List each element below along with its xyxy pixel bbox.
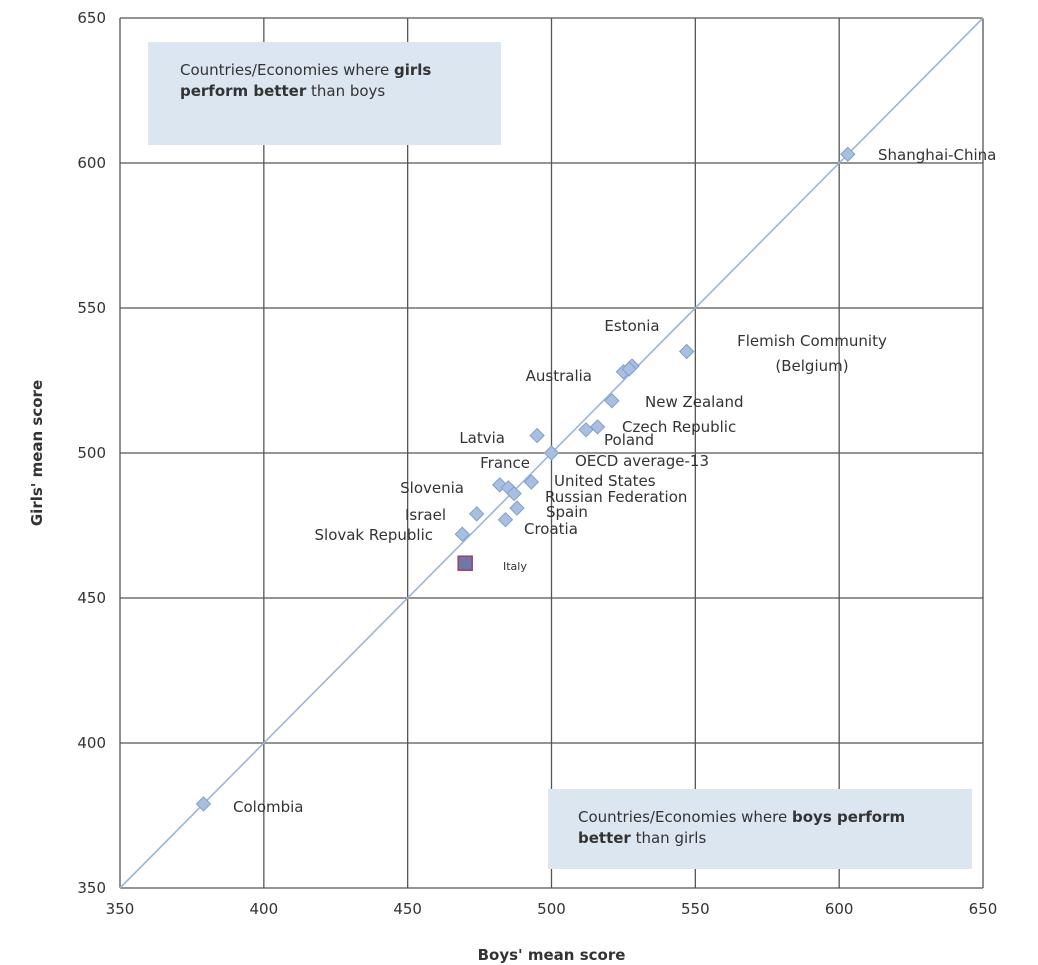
data-point bbox=[621, 361, 637, 377]
data-label: Shanghai-China bbox=[878, 146, 996, 164]
y-tick-label: 550 bbox=[77, 299, 106, 317]
data-point bbox=[523, 474, 540, 490]
x-tick-label: 400 bbox=[250, 900, 279, 918]
data-label: OECD average-13 bbox=[575, 452, 709, 470]
y-axis-ticks: 350 400 450 500 550 600 650 bbox=[77, 9, 106, 897]
data-label: Estonia bbox=[604, 317, 659, 335]
data-point bbox=[578, 422, 594, 438]
data-label: Czech Republic bbox=[622, 418, 736, 436]
boys-note-post: than girls bbox=[630, 829, 707, 847]
x-tick-label: 550 bbox=[681, 900, 710, 918]
data-point bbox=[497, 511, 514, 528]
data-point bbox=[468, 506, 485, 522]
x-tick-label: 500 bbox=[537, 900, 566, 918]
data-label: Flemish Community bbox=[737, 332, 887, 350]
data-point bbox=[543, 445, 560, 461]
data-label: New Zealand bbox=[645, 393, 744, 411]
data-label: Latvia bbox=[459, 429, 505, 447]
data-label: Croatia bbox=[524, 520, 578, 538]
boys-note-pre: Countries/Economies where bbox=[578, 808, 792, 826]
data-point bbox=[678, 343, 695, 360]
x-axis-title: Boys' mean score bbox=[478, 946, 626, 964]
boys-note-bold: boys perform better bbox=[578, 808, 906, 847]
data-label: Poland bbox=[604, 431, 654, 449]
data-label: Russian Federation bbox=[545, 488, 687, 506]
data-label: Slovak Republic bbox=[315, 526, 434, 544]
data-label: Slovenia bbox=[400, 479, 464, 497]
data-point bbox=[509, 500, 525, 516]
x-tick-label: 450 bbox=[393, 900, 422, 918]
y-tick-label: 600 bbox=[77, 154, 106, 172]
data-label: United States bbox=[554, 472, 656, 490]
x-tick-label: 650 bbox=[969, 900, 998, 918]
data-label: Colombia bbox=[233, 798, 304, 816]
data-point bbox=[529, 427, 545, 444]
data-points bbox=[195, 146, 856, 812]
x-tick-label: 350 bbox=[106, 900, 135, 918]
y-tick-label: 400 bbox=[77, 734, 106, 752]
y-tick-label: 650 bbox=[77, 9, 106, 27]
girls-better-note: Countries/Economies where girls perform … bbox=[148, 42, 501, 145]
data-label: (Belgium) bbox=[775, 357, 848, 375]
x-tick-label: 600 bbox=[825, 900, 854, 918]
data-point bbox=[840, 146, 856, 163]
boys-better-note: Countries/Economies where boys perform b… bbox=[548, 789, 972, 869]
data-label: Israel bbox=[405, 506, 446, 524]
data-label: France bbox=[480, 454, 530, 472]
data-point bbox=[589, 419, 606, 435]
data-point bbox=[506, 485, 522, 502]
y-axis-title: Girls' mean score bbox=[28, 380, 46, 526]
girls-note-bold: girls perform better bbox=[180, 61, 432, 100]
x-axis-ticks: 350 400 450 500 550 600 650 bbox=[106, 900, 998, 918]
y-tick-label: 500 bbox=[77, 444, 106, 462]
data-labels: Shanghai-China Flemish Community (Belgium)… bbox=[233, 146, 996, 816]
girls-note-post: than boys bbox=[306, 82, 386, 100]
girls-note-pre: Countries/Economies where bbox=[180, 61, 394, 79]
data-point-highlight bbox=[457, 555, 473, 571]
data-point bbox=[195, 796, 212, 812]
y-tick-label: 450 bbox=[77, 589, 106, 607]
data-point bbox=[454, 526, 471, 542]
data-label: Australia bbox=[526, 367, 592, 385]
data-label: Spain bbox=[546, 503, 588, 521]
data-point bbox=[604, 393, 620, 409]
y-tick-label: 350 bbox=[77, 879, 106, 897]
data-label: Italy bbox=[503, 560, 527, 573]
